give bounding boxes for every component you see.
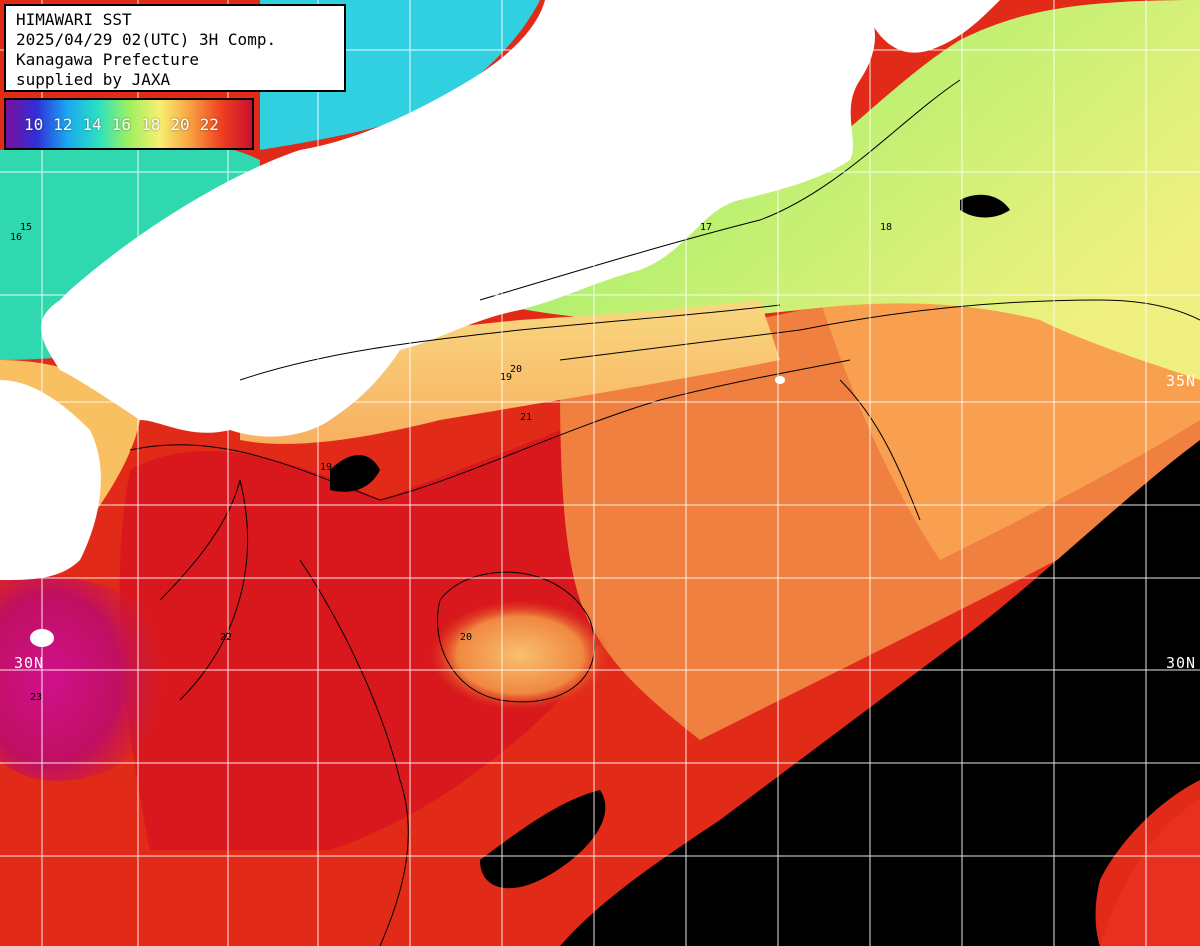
lat-label-35n-right: 35N [1166, 372, 1197, 390]
contour-label: 20 [460, 632, 472, 643]
contour-label: 16 [10, 232, 22, 243]
contour-label: 17 [700, 222, 712, 233]
lat-label-30n-left: 30N [14, 654, 45, 672]
scale-label: 20 [170, 114, 190, 134]
scale-label: 10 [24, 114, 44, 134]
cool-north-sea [480, 0, 1200, 380]
datetime-line: 2025/04/29 02(UTC) 3H Comp. [16, 30, 277, 49]
land-kyushu [0, 380, 101, 580]
contour-value-labels: 15 17 18 19 20 21 20 23 16 19 22 [10, 222, 892, 703]
contour-lines [129, 79, 1200, 946]
scale-label: 18 [141, 114, 161, 134]
sst-color-scale: 10 12 14 16 18 20 22 [4, 98, 254, 150]
scale-label: 12 [53, 114, 73, 134]
contour-label: 18 [880, 222, 892, 233]
cloud-patch-north [960, 194, 1010, 218]
title-line: HIMAWARI SST [16, 10, 132, 29]
land-east [860, 0, 1000, 53]
cloud-patch [480, 790, 606, 889]
scale-label: 16 [111, 114, 132, 134]
island-small [775, 376, 785, 384]
source-line: Kanagawa Prefecture [16, 50, 200, 69]
cloud-mask [560, 440, 1200, 946]
land-honshu [41, 0, 875, 437]
contour-label: 22 [220, 632, 232, 643]
scale-label: 22 [199, 114, 219, 134]
contour-label: 19 [500, 372, 512, 383]
coastal-band [240, 300, 780, 444]
eddy [430, 600, 610, 710]
warm-patch-southeast [1100, 800, 1200, 946]
map-title-box: HIMAWARI SST 2025/04/29 02(UTC) 3H Comp.… [4, 4, 346, 92]
contour-label: 19 [320, 462, 332, 473]
contour-label: 15 [20, 222, 32, 233]
cloud-patch-small [330, 455, 380, 492]
lat-label-30n-right: 30N [1166, 654, 1197, 672]
scale-label: 14 [82, 114, 102, 134]
contour-label: 23 [30, 692, 42, 703]
contour-label: 20 [510, 364, 522, 375]
credit-line: supplied by JAXA [16, 70, 171, 89]
contour-label: 21 [520, 412, 532, 423]
